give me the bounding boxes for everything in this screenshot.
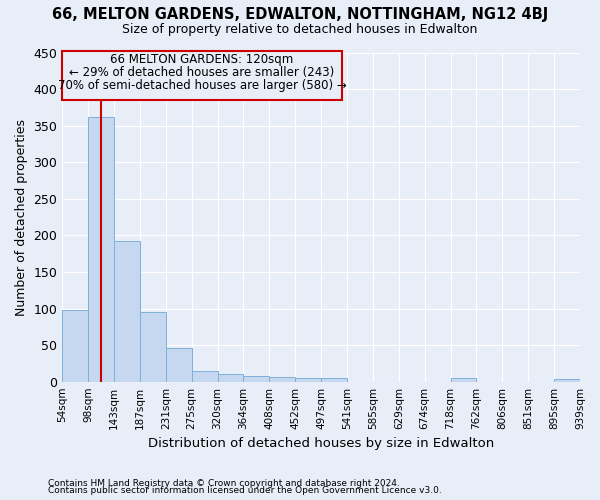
FancyBboxPatch shape [62,51,342,100]
Bar [554,380,580,382]
Bar [218,374,244,382]
Text: 70% of semi-detached houses are larger (580) →: 70% of semi-detached houses are larger (… [58,79,346,92]
Bar [451,378,476,382]
Text: ← 29% of detached houses are smaller (243): ← 29% of detached houses are smaller (24… [70,66,335,80]
Bar [192,370,218,382]
Y-axis label: Number of detached properties: Number of detached properties [15,118,28,316]
Bar [88,117,114,382]
Bar [321,378,347,382]
Bar [269,378,295,382]
Text: Size of property relative to detached houses in Edwalton: Size of property relative to detached ho… [122,22,478,36]
Text: Contains public sector information licensed under the Open Government Licence v3: Contains public sector information licen… [48,486,442,495]
Bar [62,310,88,382]
Text: 66 MELTON GARDENS: 120sqm: 66 MELTON GARDENS: 120sqm [110,54,293,66]
Bar [295,378,321,382]
Bar [114,241,140,382]
Text: 66, MELTON GARDENS, EDWALTON, NOTTINGHAM, NG12 4BJ: 66, MELTON GARDENS, EDWALTON, NOTTINGHAM… [52,8,548,22]
Text: Contains HM Land Registry data © Crown copyright and database right 2024.: Contains HM Land Registry data © Crown c… [48,478,400,488]
Bar [244,376,269,382]
Bar [140,312,166,382]
X-axis label: Distribution of detached houses by size in Edwalton: Distribution of detached houses by size … [148,437,494,450]
Bar [166,348,192,382]
